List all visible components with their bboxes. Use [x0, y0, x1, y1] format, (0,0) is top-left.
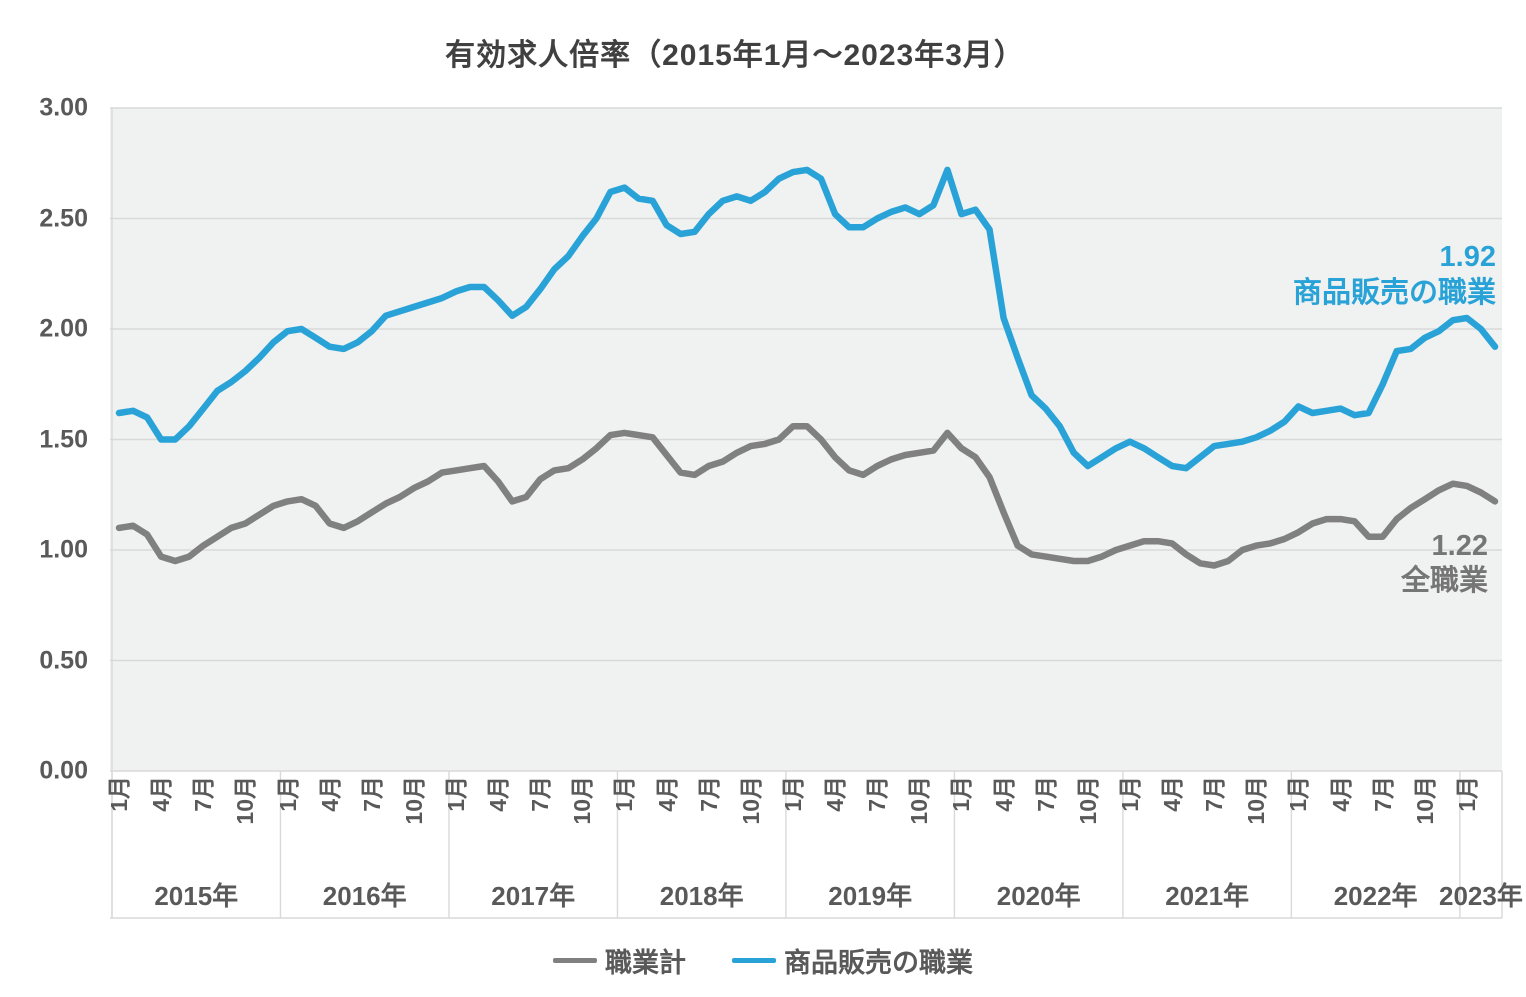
- x-axis-year-label: 2017年: [491, 881, 576, 911]
- x-axis-month-label: 10月: [737, 776, 764, 825]
- y-axis-tick-label: 0.50: [39, 646, 88, 674]
- x-axis-month-label: 7月: [695, 776, 722, 812]
- x-axis-month-label: 10月: [569, 776, 596, 825]
- x-axis-month-label: 1月: [1453, 776, 1480, 812]
- x-axis-month-label: 7月: [1032, 776, 1059, 812]
- x-axis-month-label: 1月: [611, 776, 638, 812]
- x-axis-month-label: 4月: [148, 776, 175, 812]
- x-axis-month-label: 7月: [358, 776, 385, 812]
- y-axis-tick-label: 0.00: [39, 756, 88, 785]
- x-axis-month-label: 4月: [316, 776, 343, 812]
- x-axis-month-label: 1月: [779, 776, 806, 812]
- x-axis-year-label: 2022年: [1333, 881, 1418, 911]
- x-axis-month-label: 1月: [274, 776, 301, 812]
- sales-series-value-label: 1.92: [1439, 241, 1496, 273]
- sales-series-name-label: 商品販売の職業: [1292, 277, 1496, 309]
- x-axis-month-label: 10月: [1411, 776, 1438, 825]
- x-axis-month-label: 1月: [442, 776, 469, 812]
- total-series-name-label: 全職業: [1400, 565, 1488, 597]
- x-axis-month-label: 7月: [1369, 776, 1396, 812]
- x-axis-month-label: 1月: [948, 776, 975, 812]
- x-axis-year-label: 2020年: [996, 881, 1081, 911]
- legend-label-total: 職業計: [605, 948, 686, 978]
- legend-item-total: 職業計: [553, 941, 686, 980]
- x-axis-month-label: 7月: [527, 776, 554, 812]
- x-axis-month-label: 1月: [1285, 776, 1312, 812]
- legend: 職業計 商品販売の職業: [0, 941, 1526, 980]
- x-axis-month-label: 4月: [990, 776, 1017, 812]
- x-axis-month-label: 10月: [1074, 776, 1101, 825]
- sales-line-swatch: [732, 958, 776, 963]
- sales-series-line: [115, 166, 1499, 472]
- x-axis-month-label: 10月: [400, 776, 427, 825]
- x-axis-year-label: 2015年: [154, 881, 239, 911]
- x-axis-month-label: 4月: [1159, 776, 1186, 812]
- x-axis-year-label: 2019年: [828, 881, 913, 911]
- x-axis-month-label: 7月: [1201, 776, 1228, 812]
- y-axis-tick-label: 3.00: [39, 93, 88, 122]
- total-line-swatch: [553, 958, 597, 963]
- x-axis-month-label: 10月: [1243, 776, 1270, 825]
- x-axis-month-label: 1月: [106, 776, 133, 812]
- x-axis-month-label: 4月: [485, 776, 512, 812]
- x-axis-year-label: 2016年: [322, 881, 407, 911]
- x-axis-month-label: 10月: [232, 776, 259, 825]
- legend-item-sales: 商品販売の職業: [732, 941, 973, 980]
- y-axis-tick-label: 1.00: [39, 535, 88, 564]
- x-axis-month-label: 4月: [822, 776, 849, 812]
- y-axis-tick-label: 1.50: [39, 425, 88, 453]
- total-series-line: [115, 422, 1499, 569]
- x-axis-month-label: 4月: [1327, 776, 1354, 812]
- x-axis-year-label: 2023年: [1439, 881, 1523, 911]
- x-axis-year-label: 2018年: [659, 881, 744, 911]
- total-series-value-label: 1.22: [1431, 530, 1488, 562]
- y-axis-tick-label: 2.00: [39, 314, 88, 343]
- x-axis-month-label: 7月: [190, 776, 217, 812]
- chart-title: 有効求人倍率（2015年1月～2023年3月）: [445, 39, 1025, 72]
- x-axis-month-label: 1月: [1116, 776, 1143, 812]
- x-axis-month-label: 7月: [864, 776, 891, 812]
- x-axis-month-label: 4月: [653, 776, 680, 812]
- y-axis-tick-label: 2.50: [39, 204, 88, 232]
- legend-label-sales: 商品販売の職業: [784, 948, 973, 978]
- x-axis-year-label: 2021年: [1165, 881, 1250, 911]
- x-axis-month-label: 10月: [906, 776, 933, 825]
